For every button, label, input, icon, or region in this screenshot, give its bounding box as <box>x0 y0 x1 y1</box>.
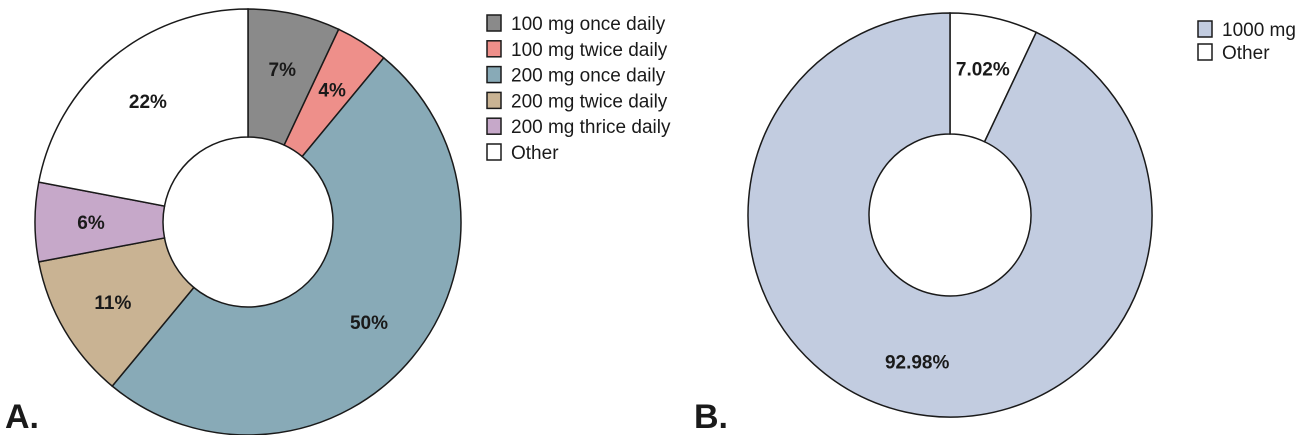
legend-label: Other <box>1222 43 1270 64</box>
legend-item-200-mg-twice-daily: 200 mg twice daily <box>486 91 668 112</box>
legend-item-200-mg-once-daily: 200 mg once daily <box>486 65 666 87</box>
legend-item-100-mg-once-daily: 100 mg once daily <box>486 14 666 35</box>
panel-label-b: B. <box>694 398 728 435</box>
slice-label-1000-mg-b: 92.98% <box>885 352 950 373</box>
slice-200-mg-twice-daily-a <box>37 237 195 388</box>
legend-swatch <box>486 14 502 32</box>
slices-a <box>34 8 462 435</box>
slice-label-200-mg-twice-daily-a: 11% <box>94 293 131 314</box>
legend-item-200-mg-thrice-daily: 200 mg thrice daily <box>486 117 671 138</box>
slice-label-200-mg-once-daily-a: 50% <box>350 313 388 334</box>
legend-a: 100 mg once daily 100 mg twice daily 200 m… <box>486 14 671 164</box>
slices-b <box>747 12 1153 418</box>
panel-label-a: A. <box>5 398 39 435</box>
slice-label-100-mg-twice-daily-a: 4% <box>318 80 346 101</box>
slice-label-100-mg-once-daily-a: 7% <box>269 60 297 81</box>
legend-swatch <box>486 40 502 58</box>
legend-item-other: Other <box>1197 43 1270 64</box>
legend-label: Other <box>511 143 559 164</box>
legend-label: 200 mg thrice daily <box>511 117 671 138</box>
legend-item-100-mg-twice-daily: 100 mg twice daily <box>486 40 668 61</box>
legend-label: 1000 mg <box>1222 20 1296 41</box>
legend-swatch <box>486 117 502 135</box>
legend-label: 200 mg twice daily <box>511 91 668 112</box>
slice-other-a <box>37 8 249 207</box>
legend-item-other: Other <box>486 143 559 164</box>
legend-label: 200 mg once daily <box>511 66 666 87</box>
slice-label-other-a: 22% <box>129 92 167 113</box>
slice-label-other-b: 7.02% <box>956 60 1010 81</box>
legend-label: 100 mg once daily <box>511 14 666 35</box>
legend-item-1000-mg: 1000 mg <box>1197 20 1296 41</box>
legend-swatch <box>486 65 502 84</box>
legend-label: 100 mg twice daily <box>511 40 668 61</box>
legend-swatch <box>1197 20 1213 38</box>
slice-labels-b: 7.02% 92.98% <box>885 60 1010 374</box>
slice-label-200-mg-thrice-daily-a: 6% <box>77 213 105 234</box>
legend-swatch <box>486 143 502 161</box>
slice-labels-a: 7% 4% 50% 11% 6% 22% <box>77 60 388 334</box>
slice-200-mg-once-daily-a <box>111 56 462 435</box>
legend-swatch <box>486 91 502 110</box>
legend-swatch <box>1197 43 1213 61</box>
slice-1000-mg-b <box>747 12 1153 418</box>
